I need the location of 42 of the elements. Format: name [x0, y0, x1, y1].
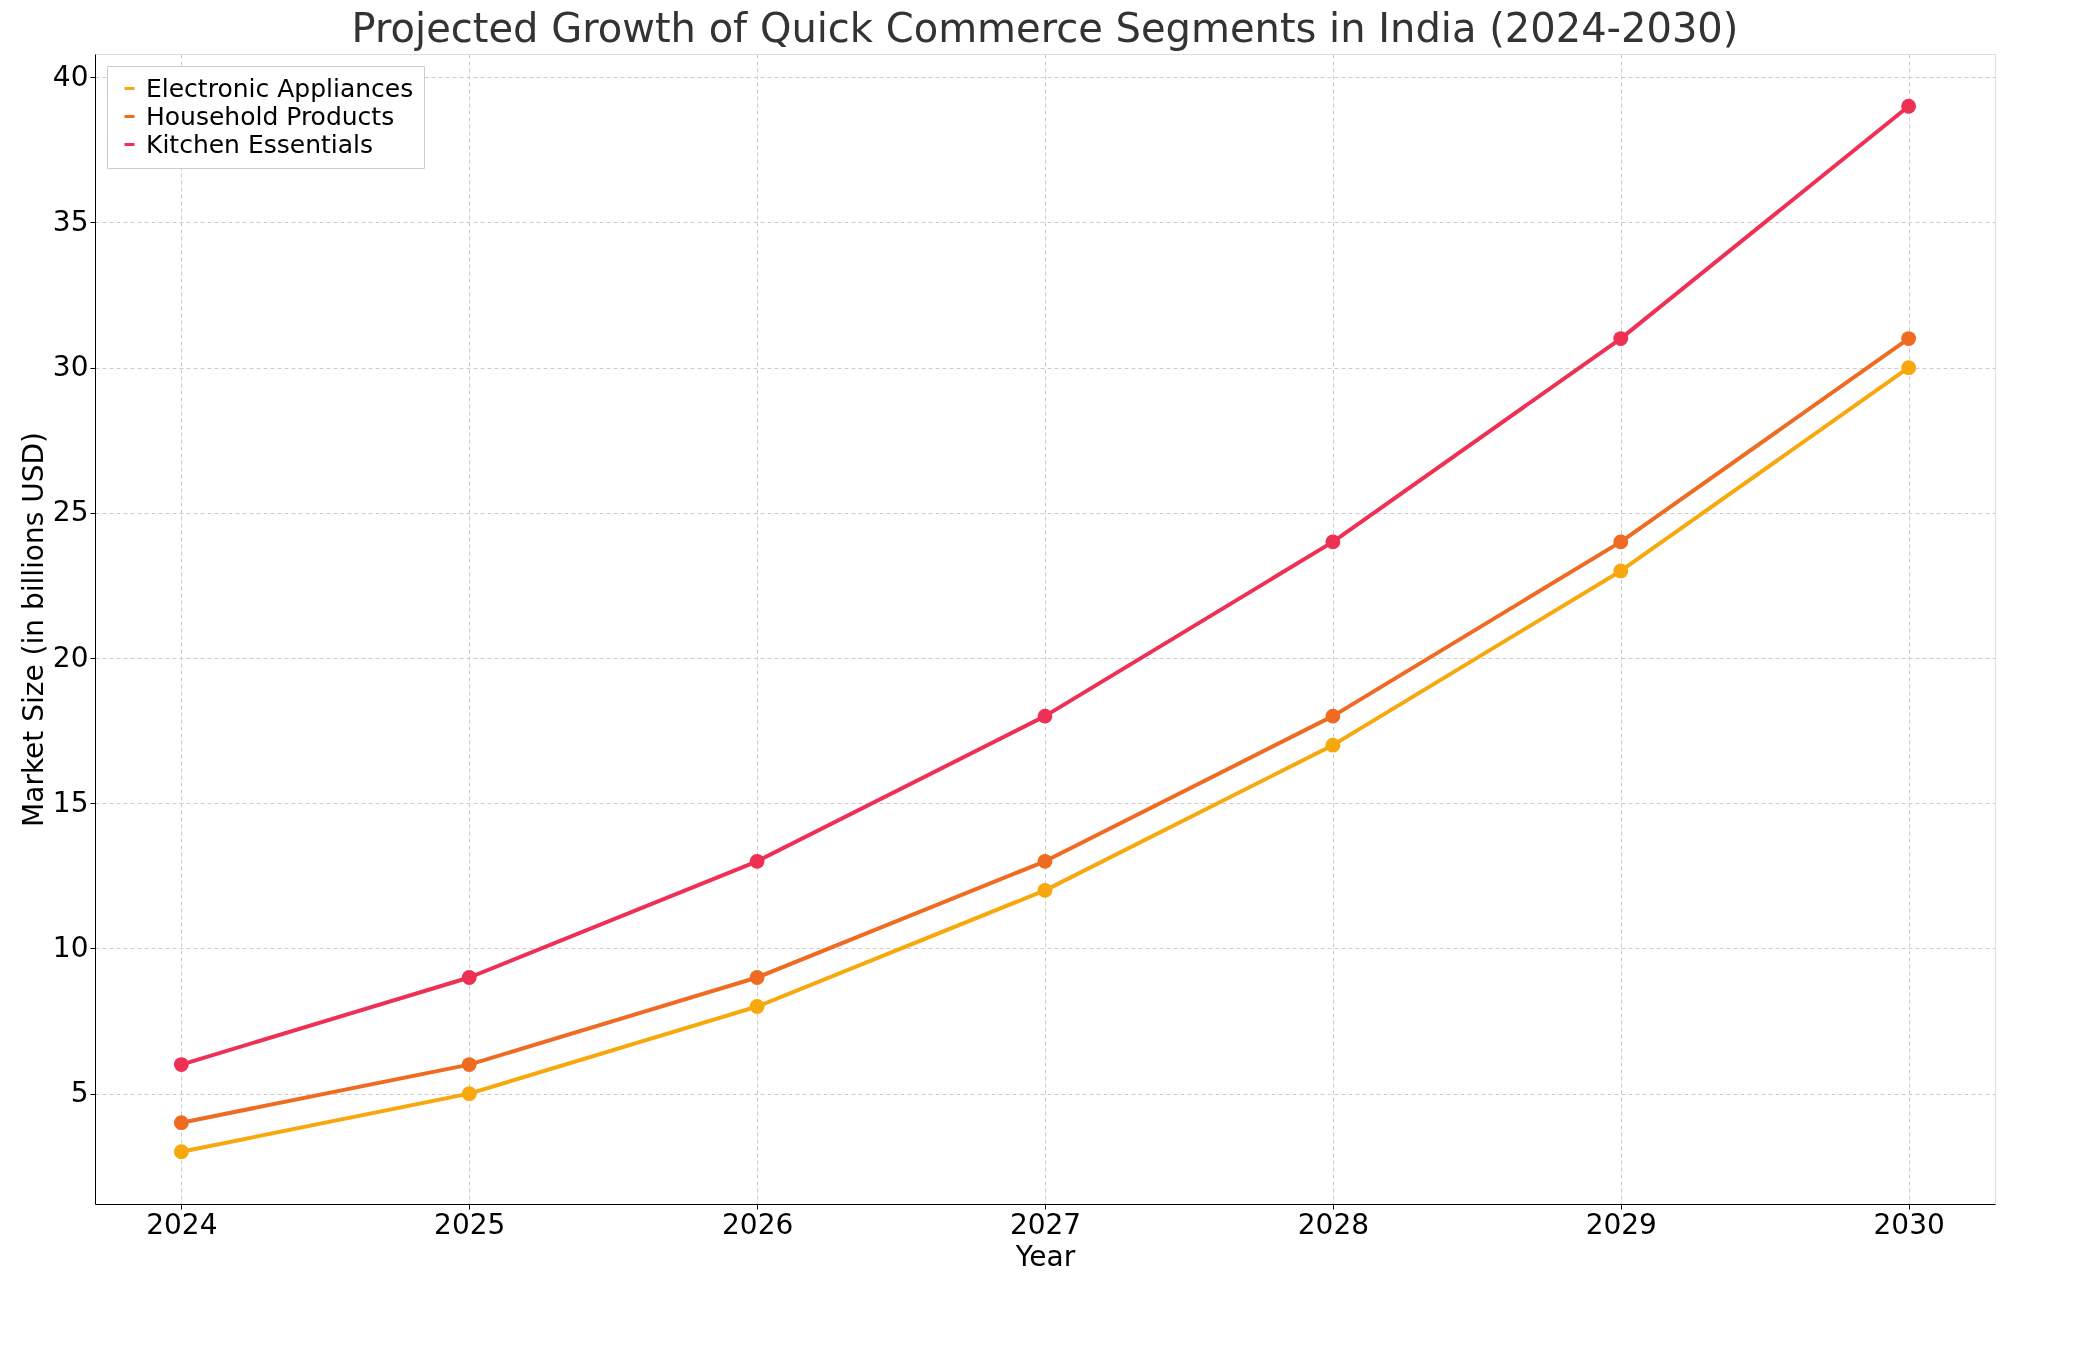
y-tick-label: 20 — [52, 640, 89, 674]
legend-label: Household Products — [146, 101, 395, 131]
x-tick-label: 2028 — [1297, 1207, 1370, 1241]
y-tick-label: 5 — [70, 1076, 89, 1110]
point — [749, 853, 765, 869]
point — [1037, 853, 1053, 869]
y-axis-title: Market Size (in billions USD) — [16, 432, 50, 827]
y-tick-label: 10 — [52, 930, 89, 964]
y-tick-label: 30 — [52, 350, 89, 384]
point — [461, 1086, 477, 1102]
point — [173, 1115, 189, 1131]
point — [1037, 882, 1053, 898]
legend-label: Electronic Appliances — [146, 73, 414, 103]
y-tick-label: 15 — [52, 785, 89, 819]
point — [1325, 534, 1341, 550]
point — [1325, 737, 1341, 753]
point — [1901, 98, 1917, 114]
x-tick-label: 2029 — [1585, 1207, 1657, 1241]
x-tick-label: 2026 — [721, 1207, 794, 1241]
point — [1901, 331, 1917, 346]
x-axis-title: Year — [1014, 1239, 1076, 1273]
point — [461, 1057, 477, 1073]
chart-title: Projected Growth of Quick Commerce Segments in India (2024-2030) — [351, 5, 1739, 51]
point — [173, 1057, 189, 1073]
x-tick-label: 2024 — [146, 1207, 218, 1241]
point — [1613, 534, 1629, 550]
point — [749, 999, 765, 1014]
y-tick-label: 25 — [52, 495, 89, 529]
point — [1613, 563, 1629, 579]
point — [1901, 360, 1917, 376]
y-tick-label: 40 — [52, 59, 89, 93]
point — [749, 970, 765, 985]
point — [1037, 708, 1053, 724]
point — [461, 970, 477, 985]
legend-label: Kitchen Essentials — [146, 129, 374, 159]
point — [1325, 708, 1341, 724]
x-tick-label: 2025 — [434, 1207, 506, 1241]
point — [1613, 331, 1629, 346]
y-tick-label: 35 — [52, 204, 89, 238]
x-tick-label: 2030 — [1873, 1207, 1945, 1241]
point — [173, 1144, 189, 1160]
x-tick-label: 2027 — [1009, 1207, 1082, 1241]
